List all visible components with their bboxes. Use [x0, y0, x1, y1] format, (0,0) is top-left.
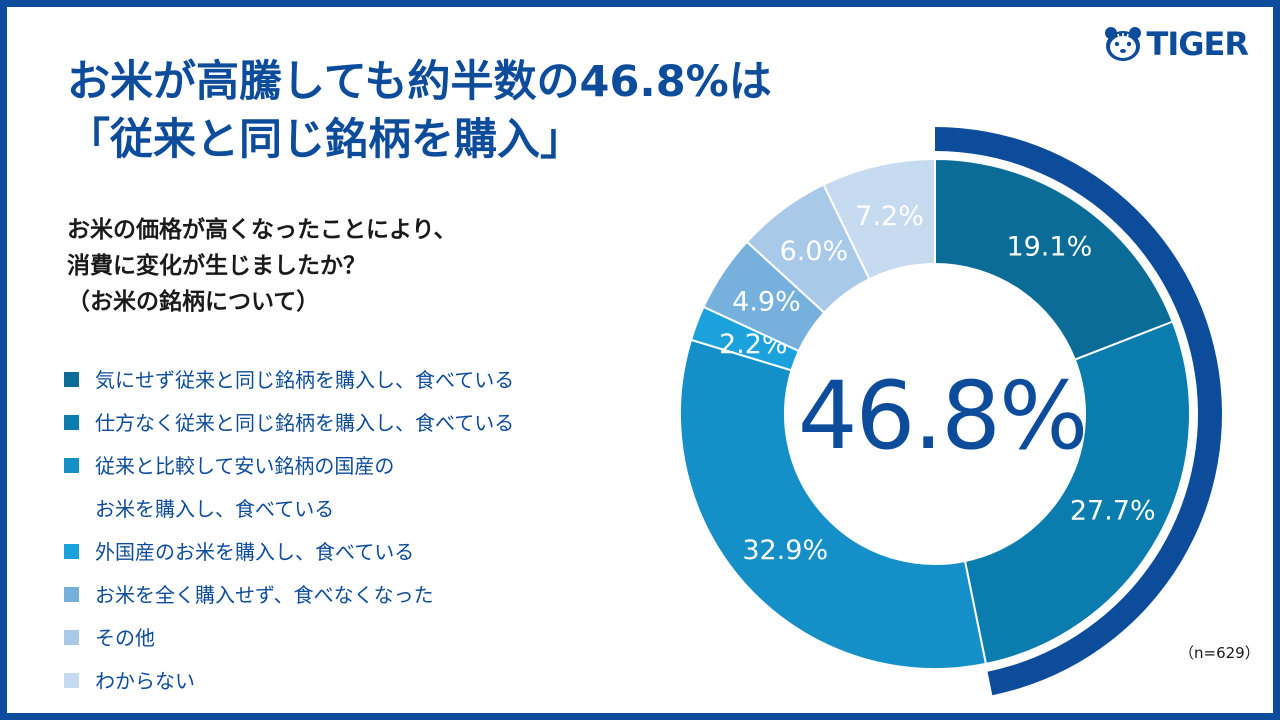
- legend-item: 気にせず従来と同じ銘柄を購入し、食べている: [62, 359, 622, 402]
- legend-label-line-1: 従来と比較して安い銘柄の国産の: [95, 454, 395, 478]
- brand-name: TIGER: [1146, 25, 1249, 63]
- question-line-2: 消費に変化が生じましたか？: [67, 253, 366, 279]
- legend-label-line-2: お米を購入し、食べている: [95, 497, 335, 521]
- legend-item: わからない: [62, 660, 622, 703]
- legend-label: お米を全く購入せず、食べなくなった: [95, 583, 434, 607]
- legend-swatch: [64, 630, 79, 645]
- slice-value-label: 19.1%: [1006, 231, 1092, 262]
- slice-value-label: 27.7%: [1070, 495, 1156, 526]
- donut-slice: [679, 338, 988, 670]
- question-line-1: お米の価格が高くなったことにより、: [67, 217, 457, 243]
- legend-swatch: [64, 587, 79, 602]
- title-line-1: お米が高騰しても約半数の46.8%は: [67, 57, 772, 107]
- donut-slice: [822, 157, 936, 281]
- donut-slice: [963, 320, 1191, 666]
- slide-title: お米が高騰しても約半数の46.8%は 「従来と同じ銘柄を購入」: [67, 53, 772, 169]
- legend-label: その他: [95, 626, 155, 650]
- donut-chart: 19.1%27.7%32.9%2.2%4.9%6.0%7.2%: [679, 127, 1222, 696]
- tiger-face-icon: [1104, 27, 1141, 61]
- title-line-2: 「従来と同じ銘柄を購入」: [67, 115, 583, 165]
- slice-value-label: 7.2%: [855, 201, 924, 232]
- legend-item: 外国産のお米を購入し、食べている: [62, 531, 622, 574]
- question-line-3: （お米の銘柄について）: [67, 289, 320, 315]
- legend-swatch: [64, 673, 79, 688]
- tiger-logo: TIGER: [1103, 23, 1249, 65]
- chart-legend: 気にせず従来と同じ銘柄を購入し、食べている 仕方なく従来と同じ銘柄を購入し、食べ…: [62, 359, 622, 703]
- slice-value-label: 4.9%: [732, 286, 801, 317]
- survey-question: お米の価格が高くなったことにより、 消費に変化が生じましたか？ （お米の銘柄につ…: [67, 212, 457, 320]
- slice-value-label: 32.9%: [742, 535, 828, 566]
- legend-item: お米を全く購入せず、食べなくなった: [62, 574, 622, 617]
- slice-value-label: 6.0%: [780, 236, 849, 267]
- sample-size: （n=629）: [1179, 644, 1260, 662]
- legend-item: 仕方なく従来と同じ銘柄を購入し、食べている: [62, 402, 622, 445]
- legend-item: その他: [62, 617, 622, 660]
- legend-swatch: [64, 415, 79, 430]
- legend-item: 従来と比較して安い銘柄の国産の お米を購入し、食べている: [62, 445, 622, 531]
- legend-swatch: [64, 544, 79, 559]
- legend-label: 外国産のお米を購入し、食べている: [95, 540, 415, 564]
- legend-swatch: [64, 458, 79, 473]
- legend-label: 仕方なく従来と同じ銘柄を購入し、食べている: [95, 411, 515, 435]
- legend-swatch: [64, 372, 79, 387]
- donut-slice: [934, 157, 1174, 361]
- legend-label: わからない: [95, 669, 195, 693]
- legend-label: 気にせず従来と同じ銘柄を購入し、食べている: [95, 368, 515, 392]
- donut-chart-area: 19.1% 27.7% 32.9% 2.2% 4.9% 6.0% 7.2% 46.8%: [7, 7, 1280, 727]
